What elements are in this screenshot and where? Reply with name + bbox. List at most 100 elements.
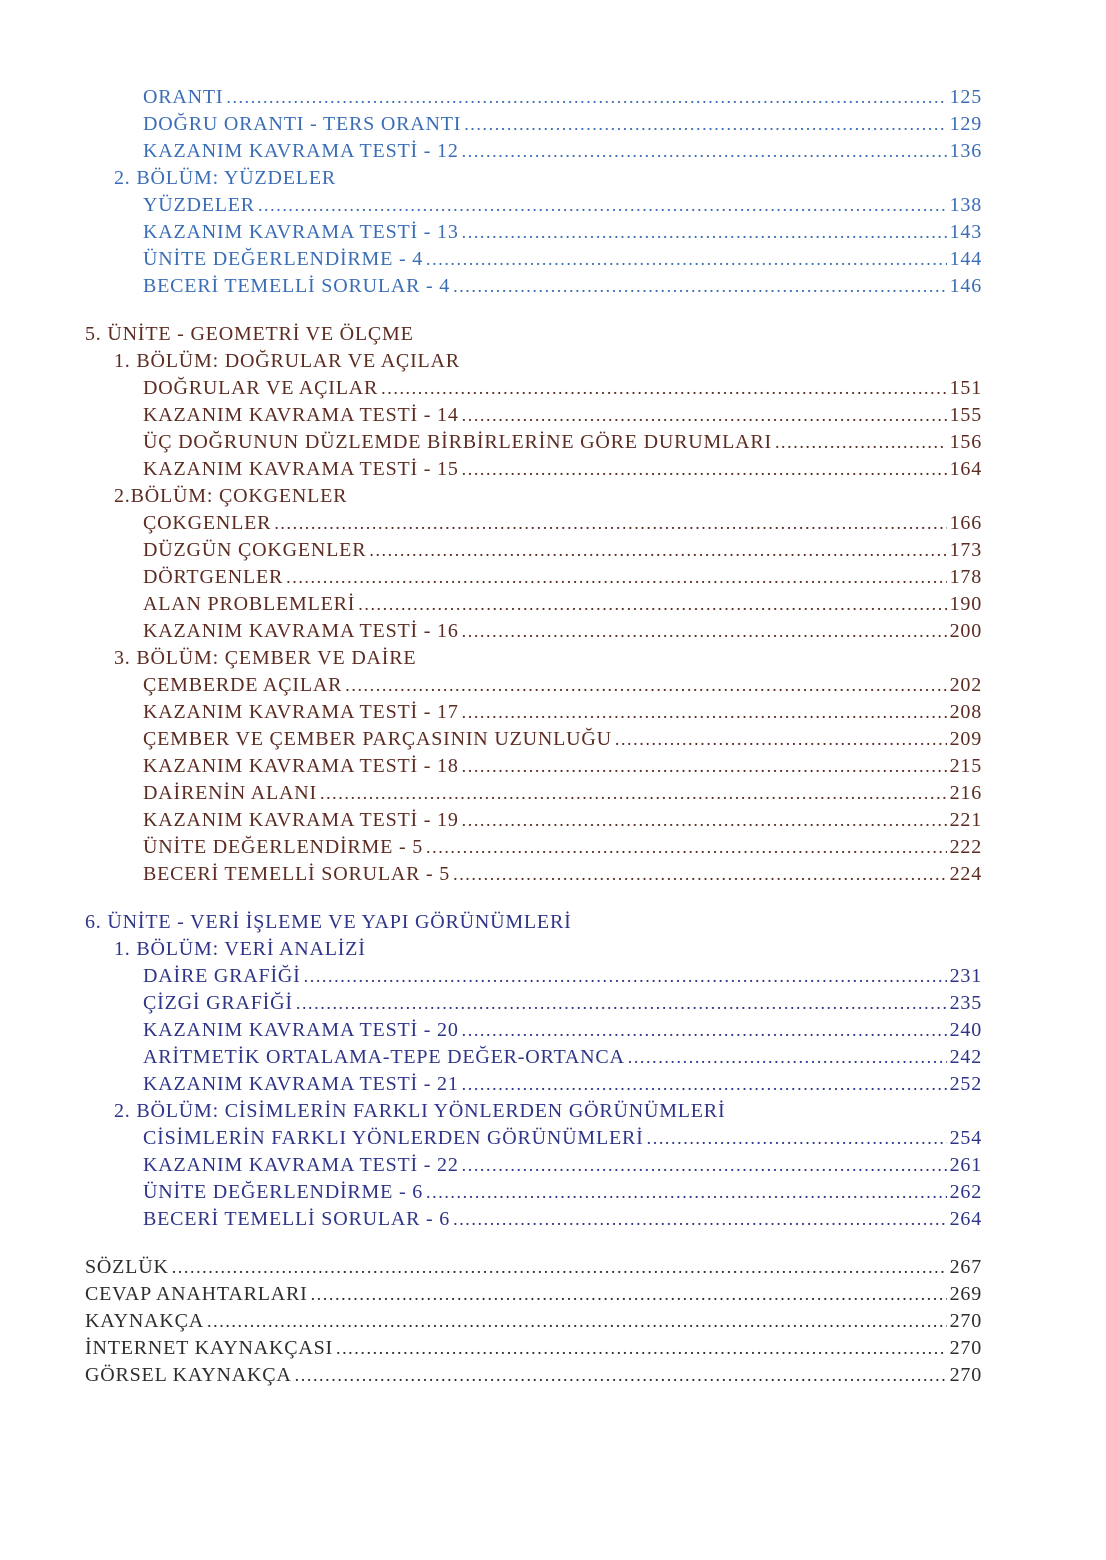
toc-entry-page-number: 138 (949, 194, 982, 216)
toc-entry-page-number: 125 (949, 86, 982, 108)
toc-entry: 6. ÜNİTE - VERİ İŞLEME VE YAPI GÖRÜNÜMLE… (85, 909, 982, 936)
toc-entry: DÜZGÜN ÇOKGENLER 173 (85, 537, 982, 564)
dot-leader (462, 138, 947, 165)
dot-leader (462, 1017, 947, 1044)
toc-entry: 2. BÖLÜM: YÜZDELER (85, 165, 982, 192)
toc-entry-label: ALAN PROBLEMLERİ (143, 593, 356, 615)
toc-entry-page-number: 146 (949, 275, 982, 297)
toc-entry: KAZANIM KAVRAMA TESTİ - 20 240 (85, 1017, 982, 1044)
toc-entry: BECERİ TEMELLİ SORULAR - 4 146 (85, 273, 982, 300)
toc-entry: 2. BÖLÜM: CİSİMLERİN FARKLI YÖNLERDEN GÖ… (85, 1098, 982, 1125)
toc-entry-page-number: 240 (949, 1019, 982, 1041)
toc-entry: CEVAP ANAHTARLARI 269 (85, 1281, 982, 1308)
dot-leader (296, 990, 947, 1017)
dot-leader (775, 429, 947, 456)
toc-entry: KAZANIM KAVRAMA TESTİ - 22 261 (85, 1152, 982, 1179)
dot-leader (426, 246, 947, 273)
toc-entry-label: KAZANIM KAVRAMA TESTİ - 18 (143, 755, 459, 777)
toc-entry-page-number: 200 (949, 620, 982, 642)
toc-entry: 5. ÜNİTE - GEOMETRİ VE ÖLÇME (85, 321, 982, 348)
toc-entry: KAZANIM KAVRAMA TESTİ - 12 136 (85, 138, 982, 165)
dot-leader (345, 672, 946, 699)
dot-leader (628, 1044, 947, 1071)
toc-entry-page-number: 269 (949, 1283, 982, 1305)
toc-entry: DÖRTGENLER 178 (85, 564, 982, 591)
toc-entry: KAZANIM KAVRAMA TESTİ - 19 221 (85, 807, 982, 834)
dot-leader (369, 537, 946, 564)
toc-entry-label: DÜZGÜN ÇOKGENLER (143, 539, 367, 561)
toc-entry: ÜÇ DOĞRUNUN DÜZLEMDE BİRBİRLERİNE GÖRE D… (85, 429, 982, 456)
toc-entry-label: BECERİ TEMELLİ SORULAR - 6 (143, 1208, 451, 1230)
toc-entry: SÖZLÜK 267 (85, 1254, 982, 1281)
toc-entry: ÇEMBER VE ÇEMBER PARÇASININ UZUNLUĞU 209 (85, 726, 982, 753)
toc-entry-label: KAZANIM KAVRAMA TESTİ - 21 (143, 1073, 459, 1095)
toc-entry: 1. BÖLÜM: VERİ ANALİZİ (85, 936, 982, 963)
toc-entry-label: 1. BÖLÜM: DOĞRULAR VE AÇILAR (114, 350, 460, 372)
toc-entry-label: KAZANIM KAVRAMA TESTİ - 13 (143, 221, 459, 243)
toc-entry: KAZANIM KAVRAMA TESTİ - 17 208 (85, 699, 982, 726)
toc-entry-page-number: 231 (949, 965, 982, 987)
dot-leader (295, 1362, 947, 1389)
dot-leader (453, 861, 947, 888)
toc-entry: ARİTMETİK ORTALAMA-TEPE DEĞER-ORTANCA 24… (85, 1044, 982, 1071)
toc-entry-label: ORANTI (143, 86, 224, 108)
toc-entry: BECERİ TEMELLİ SORULAR - 5 224 (85, 861, 982, 888)
toc-entry-page-number: 267 (949, 1256, 982, 1278)
toc-entry-page-number: 242 (949, 1046, 982, 1068)
toc-entry-page-number: 136 (949, 140, 982, 162)
toc-entry-page-number: 270 (949, 1364, 982, 1386)
toc-entry-label: 1. BÖLÜM: VERİ ANALİZİ (114, 938, 366, 960)
table-of-contents: ORANTI 125 DOĞRU ORANTI - TERS ORANTI 12… (85, 84, 982, 1389)
toc-entry: YÜZDELER 138 (85, 192, 982, 219)
dot-leader (462, 618, 947, 645)
toc-entry-label: 5. ÜNİTE - GEOMETRİ VE ÖLÇME (85, 323, 414, 345)
toc-entry: İNTERNET KAYNAKÇASI 270 (85, 1335, 982, 1362)
toc-entry: CİSİMLERİN FARKLI YÖNLERDEN GÖRÜNÜMLERİ … (85, 1125, 982, 1152)
toc-section-unit-5: 5. ÜNİTE - GEOMETRİ VE ÖLÇME 1. BÖLÜM: D… (85, 321, 982, 888)
toc-entry-label: DÖRTGENLER (143, 566, 284, 588)
dot-leader (647, 1125, 947, 1152)
dot-leader (426, 1179, 947, 1206)
toc-entry-label: ÇOKGENLER (143, 512, 272, 534)
toc-entry-label: DOĞRU ORANTI - TERS ORANTI (143, 113, 462, 135)
toc-entry: KAZANIM KAVRAMA TESTİ - 14 155 (85, 402, 982, 429)
toc-entry-label: ÇEMBER VE ÇEMBER PARÇASININ UZUNLUĞU (143, 728, 612, 750)
toc-section-unit-4-continuation: ORANTI 125 DOĞRU ORANTI - TERS ORANTI 12… (85, 84, 982, 300)
toc-entry-label: 2.BÖLÜM: ÇOKGENLER (114, 485, 348, 507)
toc-entry-label: 3. BÖLÜM: ÇEMBER VE DAİRE (114, 647, 417, 669)
dot-leader (426, 834, 947, 861)
toc-entry-page-number: 270 (949, 1337, 982, 1359)
toc-entry-label: DAİRENİN ALANI (143, 782, 317, 804)
toc-entry-label: YÜZDELER (143, 194, 255, 216)
dot-leader (462, 402, 947, 429)
dot-leader (286, 564, 946, 591)
toc-entry-label: KAZANIM KAVRAMA TESTİ - 22 (143, 1154, 459, 1176)
toc-entry-label: 2. BÖLÜM: YÜZDELER (114, 167, 336, 189)
toc-entry-label: KAZANIM KAVRAMA TESTİ - 16 (143, 620, 459, 642)
toc-entry-page-number: 216 (949, 782, 982, 804)
dot-leader (320, 780, 947, 807)
toc-entry-page-number: 166 (949, 512, 982, 534)
toc-entry-label: ÜNİTE DEĞERLENDİRME - 4 (143, 248, 424, 270)
toc-section-back-matter: SÖZLÜK 267 CEVAP ANAHTARLARI 269 KAYNAKÇ… (85, 1254, 982, 1389)
dot-leader (462, 807, 947, 834)
dot-leader (304, 963, 947, 990)
dot-leader (274, 510, 946, 537)
toc-entry-page-number: 156 (949, 431, 982, 453)
toc-entry-label: 2. BÖLÜM: CİSİMLERİN FARKLI YÖNLERDEN GÖ… (114, 1100, 726, 1122)
toc-entry-label: CEVAP ANAHTARLARI (85, 1283, 308, 1305)
toc-entry-label: ARİTMETİK ORTALAMA-TEPE DEĞER-ORTANCA (143, 1046, 625, 1068)
dot-leader (462, 456, 947, 483)
toc-entry: ÜNİTE DEĞERLENDİRME - 4 144 (85, 246, 982, 273)
toc-entry-page-number: 129 (949, 113, 982, 135)
toc-entry-page-number: 264 (949, 1208, 982, 1230)
toc-entry-page-number: 202 (949, 674, 982, 696)
toc-entry-label: CİSİMLERİN FARKLI YÖNLERDEN GÖRÜNÜMLERİ (143, 1127, 644, 1149)
toc-entry-page-number: 222 (949, 836, 982, 858)
toc-entry: ORANTI 125 (85, 84, 982, 111)
toc-entry-page-number: 151 (949, 377, 982, 399)
toc-entry-page-number: 208 (949, 701, 982, 723)
dot-leader (172, 1254, 947, 1281)
toc-entry-label: DAİRE GRAFİĞİ (143, 965, 301, 987)
toc-entry: ÇOKGENLER 166 (85, 510, 982, 537)
